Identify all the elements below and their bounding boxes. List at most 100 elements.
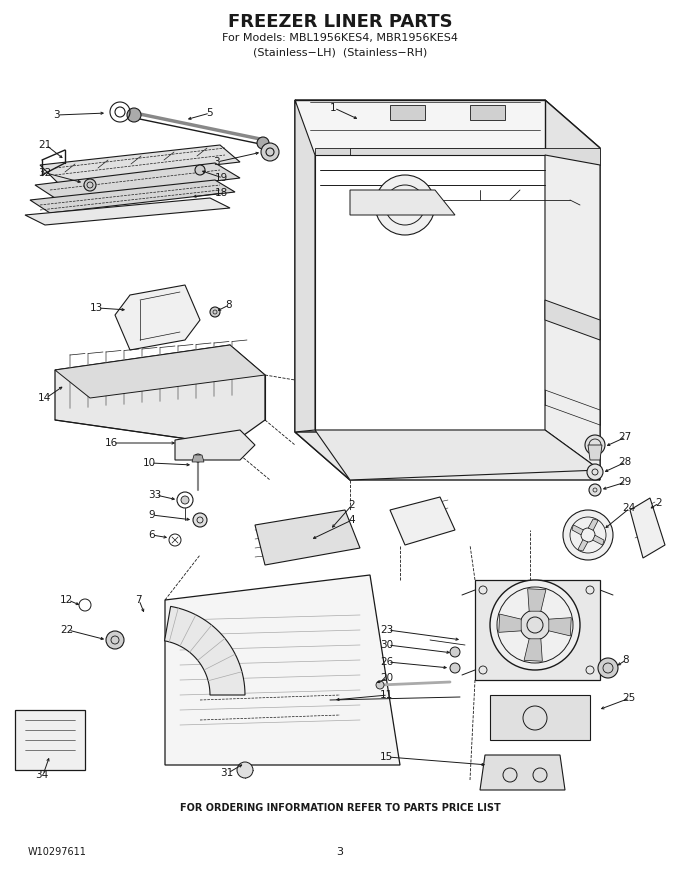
- Text: 30: 30: [380, 640, 393, 650]
- Text: 5: 5: [206, 108, 213, 118]
- Polygon shape: [390, 105, 425, 120]
- Circle shape: [181, 496, 189, 504]
- Polygon shape: [175, 430, 255, 460]
- Text: 29: 29: [618, 477, 631, 487]
- Text: 16: 16: [105, 438, 118, 448]
- Text: FREEZER LINER PARTS: FREEZER LINER PARTS: [228, 13, 452, 31]
- Polygon shape: [55, 345, 265, 445]
- Text: 26: 26: [380, 657, 393, 667]
- Polygon shape: [255, 510, 360, 565]
- Text: 1: 1: [330, 103, 337, 113]
- Circle shape: [193, 513, 207, 527]
- Polygon shape: [545, 300, 600, 340]
- Text: 7: 7: [135, 595, 141, 605]
- Polygon shape: [498, 614, 521, 633]
- Text: 22: 22: [60, 625, 73, 635]
- Circle shape: [210, 307, 220, 317]
- Polygon shape: [470, 105, 505, 120]
- Polygon shape: [588, 445, 602, 460]
- Polygon shape: [593, 535, 604, 546]
- Text: 4: 4: [348, 515, 355, 525]
- Polygon shape: [295, 432, 600, 480]
- Text: 20: 20: [380, 673, 393, 683]
- Polygon shape: [315, 155, 545, 430]
- Circle shape: [376, 681, 384, 689]
- Text: For Models: MBL1956KES4, MBR1956KES4: For Models: MBL1956KES4, MBR1956KES4: [222, 33, 458, 43]
- Text: 28: 28: [618, 457, 631, 467]
- Circle shape: [563, 510, 613, 560]
- Text: 2: 2: [348, 500, 355, 510]
- Text: 25: 25: [622, 693, 635, 703]
- Text: 8: 8: [225, 300, 232, 310]
- Text: 3: 3: [213, 157, 220, 167]
- Text: 33: 33: [148, 490, 161, 500]
- Polygon shape: [480, 755, 565, 790]
- Polygon shape: [588, 519, 598, 531]
- Circle shape: [490, 580, 580, 670]
- Polygon shape: [390, 497, 455, 545]
- Polygon shape: [475, 580, 600, 680]
- Circle shape: [587, 464, 603, 480]
- Text: 31: 31: [220, 768, 233, 778]
- Polygon shape: [192, 455, 204, 462]
- Text: W10297611: W10297611: [28, 847, 87, 857]
- Polygon shape: [350, 190, 455, 215]
- Text: 9: 9: [148, 510, 154, 520]
- Polygon shape: [549, 618, 571, 636]
- Polygon shape: [545, 155, 600, 470]
- Text: 27: 27: [618, 432, 631, 442]
- Circle shape: [261, 143, 279, 161]
- Circle shape: [237, 762, 253, 778]
- Polygon shape: [165, 575, 400, 765]
- Circle shape: [450, 647, 460, 657]
- Circle shape: [375, 175, 435, 235]
- Polygon shape: [528, 589, 546, 612]
- Polygon shape: [165, 606, 245, 695]
- Text: 24: 24: [622, 503, 635, 513]
- Polygon shape: [630, 498, 665, 558]
- Text: 32: 32: [38, 168, 51, 178]
- Polygon shape: [35, 163, 240, 200]
- Polygon shape: [295, 100, 315, 432]
- Text: 13: 13: [90, 303, 103, 313]
- Circle shape: [257, 137, 269, 149]
- Text: 10: 10: [143, 458, 156, 468]
- Circle shape: [84, 179, 96, 191]
- Text: 18: 18: [215, 188, 228, 198]
- Polygon shape: [115, 285, 200, 350]
- Polygon shape: [545, 100, 600, 480]
- Circle shape: [450, 663, 460, 673]
- Polygon shape: [55, 345, 265, 398]
- Polygon shape: [25, 198, 230, 225]
- Text: 23: 23: [380, 625, 393, 635]
- Circle shape: [195, 165, 205, 175]
- Text: 14: 14: [38, 393, 51, 403]
- Circle shape: [106, 631, 124, 649]
- Text: 34: 34: [35, 770, 48, 780]
- Polygon shape: [30, 180, 235, 213]
- Polygon shape: [572, 524, 583, 535]
- Polygon shape: [315, 430, 600, 480]
- Polygon shape: [315, 148, 545, 155]
- Polygon shape: [295, 100, 350, 480]
- Polygon shape: [295, 100, 600, 148]
- Circle shape: [585, 435, 605, 455]
- Text: FOR ORDERING INFORMATION REFER TO PARTS PRICE LIST: FOR ORDERING INFORMATION REFER TO PARTS …: [180, 803, 500, 813]
- Polygon shape: [295, 100, 545, 432]
- Circle shape: [127, 108, 141, 122]
- Text: (Stainless−LH)  (Stainless−RH): (Stainless−LH) (Stainless−RH): [253, 47, 427, 57]
- Text: 3: 3: [53, 110, 60, 120]
- Circle shape: [598, 658, 618, 678]
- Text: 21: 21: [38, 140, 51, 150]
- Text: 11: 11: [380, 690, 393, 700]
- Text: 19: 19: [215, 173, 228, 183]
- Polygon shape: [490, 695, 590, 740]
- Text: 12: 12: [60, 595, 73, 605]
- Text: 15: 15: [380, 752, 393, 762]
- Text: 2: 2: [655, 498, 662, 508]
- Circle shape: [520, 610, 550, 640]
- Polygon shape: [578, 539, 588, 551]
- Circle shape: [194, 454, 202, 462]
- Polygon shape: [40, 145, 240, 183]
- Circle shape: [589, 484, 601, 496]
